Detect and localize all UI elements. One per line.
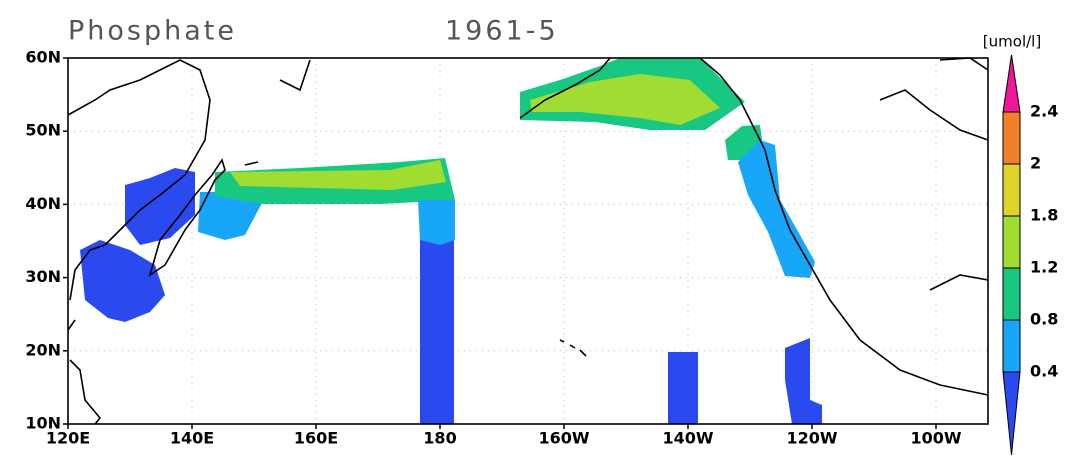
- lon-label: 140W: [662, 429, 713, 448]
- colorbar-label: 1.8: [1030, 206, 1058, 225]
- coastline: [559, 339, 587, 357]
- field: [738, 140, 815, 278]
- unit-label: [umol/l]: [983, 33, 1041, 51]
- field: [198, 192, 262, 240]
- field: [80, 240, 165, 322]
- lon-label: 120W: [786, 429, 837, 448]
- colorbar-segment: [1002, 215, 1021, 269]
- field: [785, 338, 822, 424]
- title: Phosphate: [68, 16, 237, 47]
- lat-label: 10N: [25, 414, 61, 433]
- colorbar-segment: [1002, 319, 1021, 373]
- lat-label: 20N: [25, 340, 61, 359]
- colorbar: 2.4 2 1.8 1.2 0.8 0.4: [1002, 54, 1058, 456]
- lon-label: 160W: [538, 429, 589, 448]
- field: [418, 200, 455, 245]
- data-fields: [80, 58, 822, 424]
- coastline: [519, 57, 989, 396]
- lon-label: 120E: [46, 429, 90, 448]
- colorbar-label: 0.4: [1030, 362, 1058, 381]
- field: [230, 160, 446, 190]
- coastlines: [67, 57, 989, 425]
- map-frame: [67, 57, 989, 425]
- colorbar-segment: [1002, 111, 1021, 165]
- colorbar-label: 2.4: [1030, 102, 1058, 121]
- coastline: [148, 158, 226, 277]
- lat-label: 40N: [25, 194, 61, 213]
- lat-label: 60N: [25, 48, 61, 67]
- field: [125, 168, 195, 245]
- lon-label: 100W: [910, 429, 961, 448]
- lon-label: 140E: [170, 429, 214, 448]
- colorbar-label: 0.8: [1030, 310, 1058, 329]
- lat-label: 50N: [25, 121, 61, 140]
- colorbar-segment: [1002, 163, 1021, 217]
- coastline: [244, 59, 311, 166]
- lon-label: 160E: [294, 429, 338, 448]
- colorbar-label: 1.2: [1030, 258, 1058, 277]
- coastline: [67, 59, 211, 425]
- colorbar-cap: [1002, 371, 1021, 456]
- lat-label: 30N: [25, 267, 61, 286]
- field: [420, 240, 454, 424]
- colorbar-segment: [1002, 267, 1021, 321]
- field: [530, 74, 720, 125]
- colorbar-label: 2: [1030, 154, 1041, 173]
- field: [668, 352, 698, 424]
- period: 1961-5: [445, 16, 559, 47]
- colorbar-cap: [1002, 54, 1021, 113]
- lon-label: 180: [423, 429, 456, 448]
